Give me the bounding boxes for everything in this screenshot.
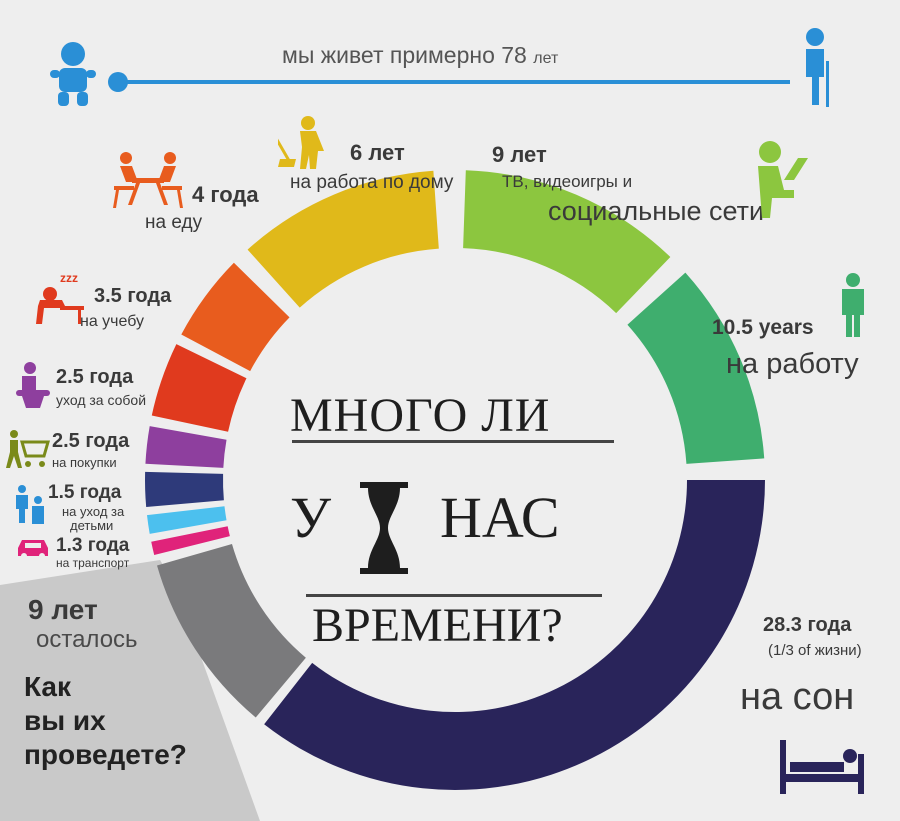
selfcare-value: 2.5 года [56,366,134,388]
study-value: 3.5 года [94,285,172,307]
people-eating-icon [113,152,183,208]
question-line-1: Как [24,671,72,702]
donut-segment-tv [463,170,671,314]
donut-segment-selfcare [145,426,227,468]
question-line-3: проведете? [24,739,187,770]
work-label: на работу [726,348,859,380]
donut-segment-shopping [145,471,224,508]
lifespan-unit: лет [533,50,559,67]
svg-text:zzz: zzz [60,271,78,285]
remaining-value: 9 лет [28,594,98,625]
sleep-label-2: на сон [740,676,855,718]
title-line-2-left: У [290,485,332,550]
childcare-value: 1.5 года [48,482,122,503]
donut-segment-childcare [146,506,227,534]
student-sleeping-icon: zzz [36,271,84,324]
selfcare-label: уход за собой [56,392,147,408]
donut-segment-study [151,344,247,432]
tv-label: ТВ, видеоигры и [502,172,633,191]
childcare-label-2: детьми [70,518,114,533]
childcare-label: на уход за [62,504,125,519]
person-laptop-icon [758,141,808,218]
shopping-value: 2.5 года [52,430,130,452]
hourglass-icon [360,482,408,574]
businessman-icon [842,273,864,337]
title-line-2-right: НАС [440,485,560,550]
lifespan-text: мы живет примерно 78 лет [282,42,558,69]
study-label: на учебу [80,313,145,330]
lifespan-value: мы живет примерно 78 [282,42,527,68]
tv-label-2: социальные сети [548,196,765,226]
eating-label: на еду [145,212,203,233]
eating-value: 4 года [192,182,259,207]
toilet-icon [16,362,50,408]
title-rule-1 [292,440,614,443]
sleep-value: 28.3 года [763,614,852,636]
donut-segment-sleep [264,480,765,790]
housework-label: на работа по дому [290,172,454,193]
remaining-label: осталось [36,626,138,653]
bed-icon [780,740,864,794]
tv-value: 9 лет [492,142,547,167]
lifespan-timeline [108,72,790,92]
title-line-3: ВРЕМЕНИ? [312,599,563,652]
shopping-label: на покупки [52,455,117,470]
donut-segment-remaining [157,543,306,718]
question-line-2: вы их [24,705,106,736]
question-text: Как вы их проведете? [24,670,187,772]
donut-segment-housework [247,170,439,308]
elderly-person-icon [806,28,829,107]
work-value: 10.5 years [712,316,814,339]
transport-value: 1.3 года [56,535,130,556]
parent-child-icon [16,485,44,524]
sleep-label: (1/3 of жизни) [768,642,862,659]
transport-label: на транспорт [56,556,130,570]
donut-segment-transport [151,526,230,555]
title-rule-2 [306,594,602,597]
shopping-cart-icon [6,430,50,468]
remaining-panel-bg [0,560,260,821]
housework-value: 6 лет [350,140,405,165]
donut-segment-eating [181,262,290,372]
donut-segment-work [627,272,765,464]
title-line-1: МНОГО ЛИ [290,389,551,442]
baby-icon [50,42,96,106]
mopping-person-icon [278,116,324,169]
car-icon [18,540,48,559]
